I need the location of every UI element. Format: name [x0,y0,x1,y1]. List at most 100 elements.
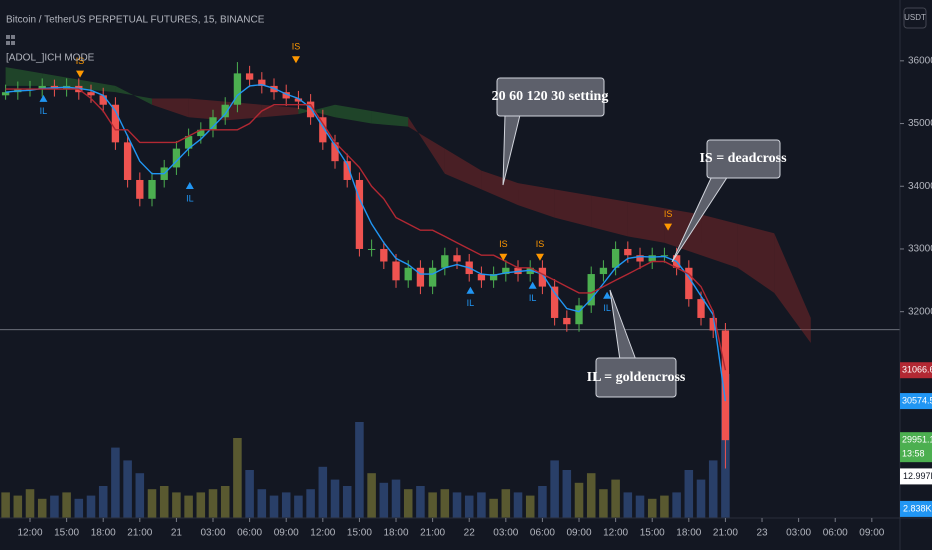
candle-body [331,142,339,162]
candle-body [721,330,730,441]
cloud-segment [737,223,775,293]
volume-bar [74,498,84,518]
volume-bar [708,460,718,518]
indicator-label: [ADOL_]ICH MODE [6,53,95,64]
indicator-icons [6,35,15,45]
cloud-segment [408,117,445,174]
indicator-line [5,83,727,402]
cloud-segment [518,183,555,218]
countdown-label: 13:58 [902,449,925,459]
volume-bar [574,482,584,518]
volume-bar [196,492,206,518]
x-tick-label: 21:00 [127,528,152,539]
volume-tag-label: 12.997K [903,471,932,481]
y-tick-label: 36000.00 [908,55,932,66]
volume-bar [98,486,108,518]
price-tag [900,362,932,379]
volume-bar [599,489,608,518]
candle-body [404,267,412,281]
y-tick-label: 33000.00 [908,244,932,255]
candle-body [355,179,364,249]
candle-body [416,267,425,287]
candle-body [453,255,461,262]
currency-button[interactable] [903,7,927,29]
volume-bar [245,470,254,518]
x-tick-label: 03:00 [493,528,518,539]
volume-bar [306,489,315,518]
volume-bar [367,473,376,518]
signal-marker [39,94,48,102]
volume-bar [403,489,413,518]
volume-bar [586,473,596,518]
volume-bar [318,466,328,518]
candle-body [660,255,669,257]
volume-bar [562,470,572,518]
x-tick-label: 18:00 [383,528,408,539]
volume-bar [50,495,59,518]
x-tick-label: 09:00 [567,528,592,539]
x-tick-label: 21:00 [420,528,445,539]
y-tick-label: 34000.00 [908,181,932,192]
cloud-segment [298,104,336,118]
volume-bar [489,498,498,518]
volume-bar [391,479,401,518]
candle-body [428,267,437,287]
candle-body [123,142,132,180]
candle-body [319,117,327,143]
candle-body [245,73,254,80]
chart-title: Bitcoin / TetherUS PERPETUAL FUTURES, 15… [6,15,265,26]
candle-body [148,179,156,199]
volume-bar [135,473,145,518]
cloud-segment [5,67,43,86]
candle-body [575,305,583,325]
volume-bar [147,489,157,518]
volume-bar [111,447,120,518]
cloud-segment [444,148,482,190]
candle-body [502,267,510,275]
callout-deadcross: IS = deadcross [671,139,787,263]
volume-bar [62,492,71,518]
plot-area: IS IS IS IS IS IL IL IL IL IL [0,42,900,518]
currency-label[interactable]: USDT [904,13,926,22]
cloud-segment [78,79,116,93]
candle-body [380,248,388,262]
signal-label: IS [292,42,301,52]
price-tag [900,393,932,410]
volume-bar [208,489,218,518]
signal-label: IS [664,209,673,219]
callout-goldencross: IL = goldencross [587,289,686,398]
axes: 36000.00 35000.00 34000.00 33000.00 32000.00… [17,55,932,538]
signal-marker [185,182,194,189]
volume-bar [672,492,681,518]
x-tick-label: 09:00 [274,528,299,539]
volume-bar [233,438,242,518]
candle-body [624,248,632,256]
volume-bar [464,495,474,518]
candle-body [294,98,303,102]
x-tick-label: 12:00 [310,528,335,539]
volume-bar [37,498,47,518]
y-tick-label: 35000.00 [908,118,932,129]
price-tag-label: 31066.61 [902,365,932,375]
cloud-segment [701,214,738,268]
candle-body [538,267,547,287]
candle-body [233,73,242,105]
signal-label: IS [499,239,508,249]
volume-bar [1,492,10,518]
cloud-segment [371,111,409,127]
price-tag [900,432,932,463]
candle-body [587,274,595,306]
volume-bar [123,460,132,518]
volume-bar [281,492,291,518]
volume-bar [635,495,645,518]
volume-bar [623,492,633,518]
candle-body [197,129,205,137]
volume-bar [330,479,340,518]
candle-body [685,267,693,300]
signal-marker [76,70,85,78]
candle-body [367,248,376,250]
candle-body [709,317,717,331]
volume-bar [477,492,486,518]
volume-bar [513,492,523,518]
